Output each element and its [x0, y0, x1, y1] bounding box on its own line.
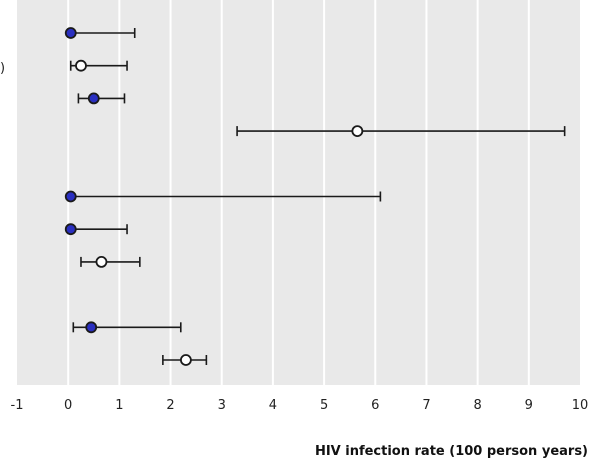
point-estimate-open: [351, 125, 364, 138]
point-estimate-open: [75, 59, 87, 72]
point-estimate-filled: [85, 321, 98, 334]
plot-area: [17, 0, 580, 385]
x-tick-label: 10: [572, 398, 589, 413]
x-tick-label: 4: [269, 398, 277, 413]
x-tick-label: 8: [473, 398, 481, 413]
x-axis-title: HIV infection rate (100 person years): [315, 444, 588, 459]
x-tick-label: 6: [371, 398, 379, 413]
x-tick-label: 5: [320, 398, 328, 413]
point-estimate-filled: [64, 27, 77, 39]
x-tick-label: -1: [11, 398, 24, 413]
point-estimate-filled: [64, 190, 77, 203]
data-points: [64, 27, 566, 366]
x-axis-ticks: -1 0 1 2 3 4 5 6 7 8 9 10: [11, 398, 589, 413]
x-tick-label: 0: [64, 398, 72, 413]
x-tick-label: 9: [525, 398, 533, 413]
x-tick-label: 7: [422, 398, 430, 413]
x-tick-label: 1: [115, 398, 123, 413]
x-tick-label: 3: [218, 398, 226, 413]
gridlines: [67, 0, 530, 385]
clipped-row-label: ): [0, 61, 5, 76]
point-estimate-filled: [87, 92, 100, 105]
x-tick-label: 2: [166, 398, 174, 413]
point-estimate-filled: [64, 223, 77, 236]
point-estimate-open: [95, 255, 108, 268]
point-estimate-open: [179, 354, 192, 366]
